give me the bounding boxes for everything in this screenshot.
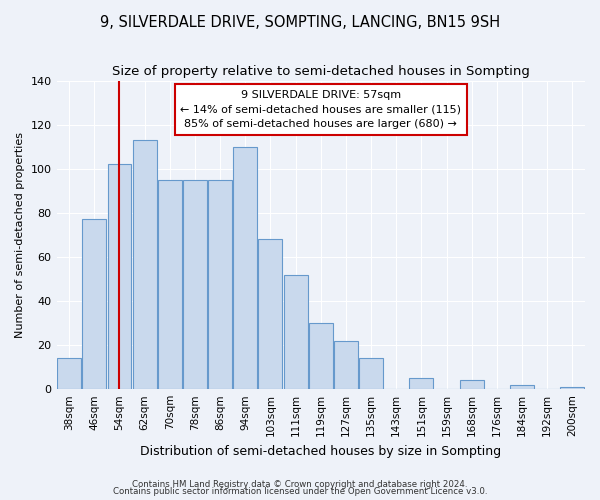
Bar [409, 378, 433, 389]
Bar [460, 380, 484, 389]
Text: 9 SILVERDALE DRIVE: 57sqm
← 14% of semi-detached houses are smaller (115)
85% of: 9 SILVERDALE DRIVE: 57sqm ← 14% of semi-… [180, 90, 461, 130]
Bar [57, 358, 81, 389]
Bar [510, 385, 534, 389]
Text: Contains public sector information licensed under the Open Government Licence v3: Contains public sector information licen… [113, 487, 487, 496]
Bar [183, 180, 207, 389]
Bar [284, 274, 308, 389]
Bar [359, 358, 383, 389]
Text: Contains HM Land Registry data © Crown copyright and database right 2024.: Contains HM Land Registry data © Crown c… [132, 480, 468, 489]
Bar [158, 180, 182, 389]
Bar [133, 140, 157, 389]
Bar [560, 387, 584, 389]
Bar [107, 164, 131, 389]
Bar [233, 146, 257, 389]
Bar [334, 340, 358, 389]
Y-axis label: Number of semi-detached properties: Number of semi-detached properties [15, 132, 25, 338]
Bar [82, 220, 106, 389]
Title: Size of property relative to semi-detached houses in Sompting: Size of property relative to semi-detach… [112, 65, 530, 78]
Bar [208, 180, 232, 389]
Text: 9, SILVERDALE DRIVE, SOMPTING, LANCING, BN15 9SH: 9, SILVERDALE DRIVE, SOMPTING, LANCING, … [100, 15, 500, 30]
Bar [259, 240, 283, 389]
Bar [309, 323, 333, 389]
X-axis label: Distribution of semi-detached houses by size in Sompting: Distribution of semi-detached houses by … [140, 444, 502, 458]
